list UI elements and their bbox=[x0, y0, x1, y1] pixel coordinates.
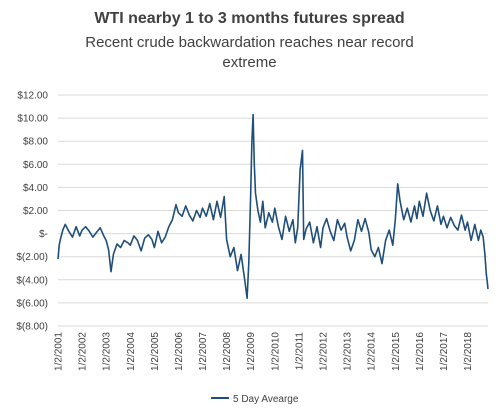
x-tick-label: 1/2/2015 bbox=[391, 332, 402, 371]
legend: 5 Day Avearge bbox=[211, 394, 299, 405]
y-tick-label: $(8.00) bbox=[16, 322, 48, 333]
x-tick-label: 1/2/2009 bbox=[246, 332, 257, 371]
y-tick-label: $2.00 bbox=[23, 206, 48, 217]
chart-subtitle: Recent crude backwardation reaches near … bbox=[85, 34, 414, 71]
x-tick-label: 1/2/2014 bbox=[367, 332, 378, 371]
x-tick-label: 1/2/2010 bbox=[270, 332, 281, 371]
x-tick-label: 1/2/2008 bbox=[222, 332, 233, 371]
x-tick-label: 1/2/2004 bbox=[126, 332, 137, 371]
x-tick-label: 1/2/2001 bbox=[54, 332, 65, 371]
x-tick-label: 1/2/2013 bbox=[343, 332, 354, 371]
y-tick-label: $10.00 bbox=[17, 114, 48, 125]
gridlines bbox=[58, 94, 488, 327]
y-tick-label: $(2.00) bbox=[16, 252, 48, 263]
y-tick-label: $(4.00) bbox=[16, 275, 48, 286]
legend-label: 5 Day Avearge bbox=[233, 394, 299, 405]
y-axis-ticks: $12.00 $10.00 $8.00 $6.00 $4.00 $2.00 $- $(2.00… bbox=[16, 91, 48, 333]
series-line bbox=[57, 113, 489, 300]
y-tick-label: $6.00 bbox=[23, 160, 48, 171]
x-tick-label: 1/2/2011 bbox=[294, 332, 305, 371]
y-tick-label: $12.00 bbox=[17, 91, 48, 102]
x-tick-label: 1/2/2002 bbox=[78, 332, 89, 371]
y-tick-label: $4.00 bbox=[23, 183, 48, 194]
x-tick-label: 1/2/2016 bbox=[415, 332, 426, 371]
x-tick-label: 1/2/2018 bbox=[463, 332, 474, 371]
x-tick-label: 1/2/2003 bbox=[102, 332, 113, 371]
x-tick-label: 1/2/2006 bbox=[174, 332, 185, 371]
x-tick-label: 1/2/2012 bbox=[318, 332, 329, 371]
x-tick-label: 1/2/2007 bbox=[198, 332, 209, 371]
x-tick-label: 1/2/2017 bbox=[439, 332, 450, 371]
x-tick-label: 1/2/2005 bbox=[150, 332, 161, 371]
y-tick-label: $8.00 bbox=[23, 137, 48, 148]
chart-title: WTI nearby 1 to 3 months futures spread bbox=[94, 10, 405, 27]
series-lines bbox=[57, 113, 489, 300]
y-tick-label: $(6.00) bbox=[16, 298, 48, 309]
x-axis-ticks: 1/2/2001 1/2/2002 1/2/2003 1/2/2004 1/2/2005… bbox=[54, 332, 475, 371]
y-tick-label: $- bbox=[39, 229, 48, 240]
